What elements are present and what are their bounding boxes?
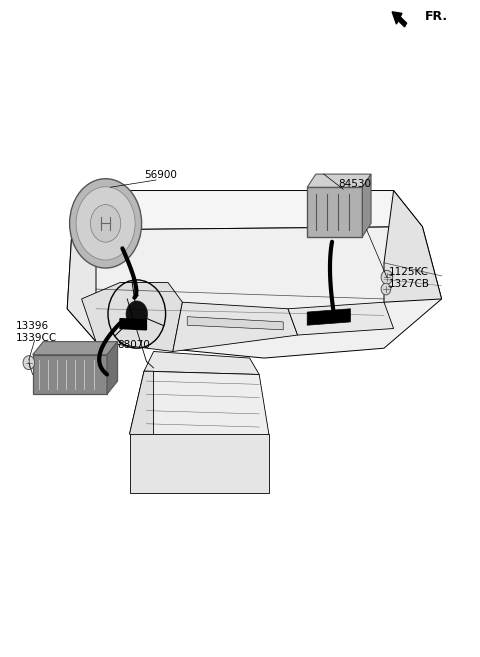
- Polygon shape: [107, 342, 118, 394]
- Polygon shape: [187, 317, 283, 330]
- FancyArrow shape: [392, 12, 407, 27]
- Text: 56900: 56900: [144, 170, 177, 180]
- Text: 88070: 88070: [118, 340, 150, 350]
- Polygon shape: [307, 174, 371, 187]
- Polygon shape: [72, 191, 422, 230]
- Ellipse shape: [90, 204, 121, 242]
- Polygon shape: [130, 434, 269, 493]
- Polygon shape: [33, 342, 118, 355]
- Text: FR.: FR.: [425, 10, 448, 23]
- Polygon shape: [362, 174, 371, 237]
- Ellipse shape: [76, 187, 135, 260]
- Text: 1327CB: 1327CB: [389, 279, 430, 289]
- Polygon shape: [82, 283, 182, 351]
- Polygon shape: [307, 309, 350, 325]
- Polygon shape: [130, 371, 154, 463]
- Text: 84530: 84530: [338, 179, 372, 189]
- Ellipse shape: [126, 301, 148, 327]
- Polygon shape: [120, 319, 146, 330]
- Polygon shape: [67, 227, 442, 358]
- Polygon shape: [288, 302, 394, 335]
- Polygon shape: [67, 191, 96, 342]
- Polygon shape: [33, 355, 107, 394]
- Polygon shape: [130, 371, 269, 466]
- Ellipse shape: [381, 270, 393, 284]
- Text: 13396: 13396: [15, 321, 48, 331]
- Polygon shape: [173, 302, 298, 351]
- Text: 1125KC: 1125KC: [389, 267, 429, 277]
- Polygon shape: [307, 187, 362, 237]
- Ellipse shape: [23, 355, 35, 370]
- Polygon shape: [144, 351, 259, 374]
- Polygon shape: [384, 191, 442, 302]
- Text: 1339CC: 1339CC: [15, 333, 57, 343]
- Ellipse shape: [127, 302, 147, 327]
- Ellipse shape: [381, 283, 391, 295]
- Ellipse shape: [70, 179, 142, 268]
